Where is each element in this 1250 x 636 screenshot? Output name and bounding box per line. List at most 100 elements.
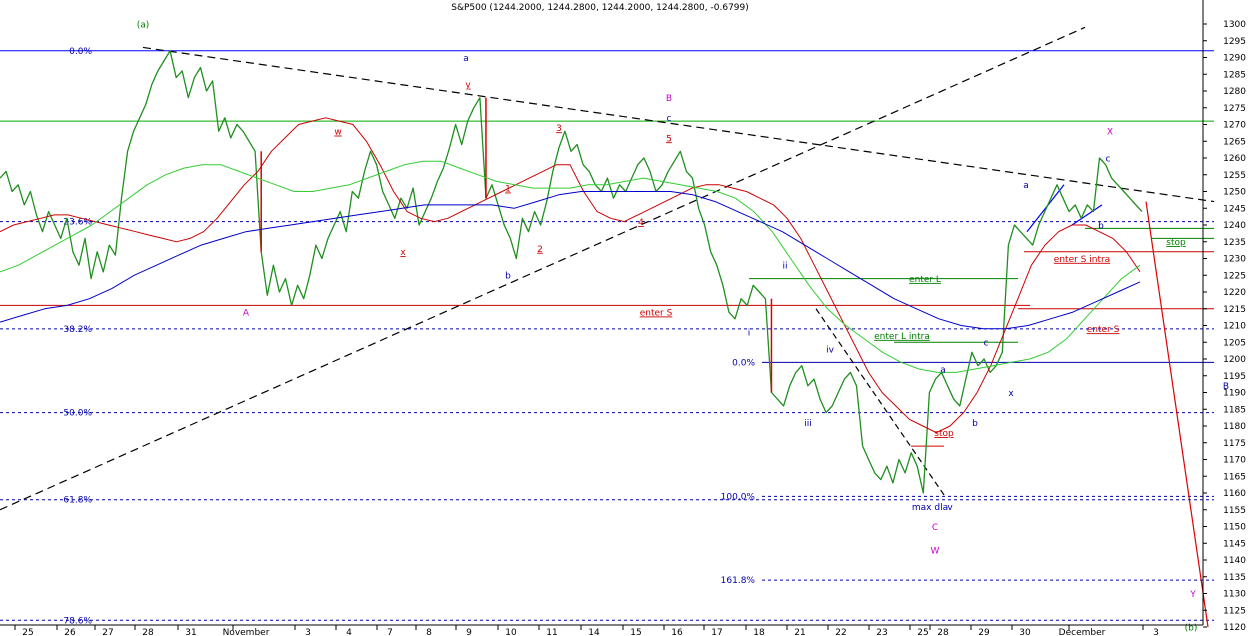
x-tick-label: 25 (22, 628, 33, 636)
wave-label: Y (1189, 590, 1196, 600)
y-tick-label: 1250 (1223, 188, 1246, 198)
y-tick-label: 1195 (1223, 372, 1246, 382)
series-layer (0, 50, 1143, 494)
trend-lines (0, 26, 1215, 628)
wave-label: enter S intra (1054, 255, 1110, 265)
wave-label: stop (934, 429, 954, 439)
wave-label: v (947, 503, 953, 513)
x-tick-label: 4 (346, 628, 352, 636)
trend-line (1026, 184, 1065, 233)
y-tick-label: 1185 (1223, 405, 1246, 415)
wave-label: (a) (137, 20, 150, 30)
wave-label: enter L intra (874, 332, 930, 342)
wave-label: a (463, 54, 469, 64)
fib-label-left: 61.8% (63, 496, 92, 506)
x-tick-label: 8 (426, 628, 432, 636)
wave-label: y (465, 81, 471, 91)
wave-label: enter L (909, 275, 941, 285)
y-tick-label: 1160 (1223, 489, 1246, 499)
y-tick-label: 1170 (1223, 456, 1246, 466)
y-tick-label: 1290 (1223, 54, 1246, 64)
y-tick-label: 1260 (1223, 154, 1246, 164)
wave-label: C (932, 523, 938, 533)
y-tick-label: 1275 (1223, 104, 1246, 114)
wave-label: enter S (640, 308, 673, 318)
y-tick-label: 1280 (1223, 87, 1246, 97)
series-price (0, 50, 1143, 494)
x-tick-label: 25 (917, 628, 928, 636)
x-tick-label: 28 (937, 628, 949, 636)
wave-label: b (505, 272, 511, 282)
trend-line (1071, 204, 1103, 226)
y-tick-label: 1265 (1223, 137, 1246, 147)
y-tick-label: 1225 (1223, 271, 1246, 281)
series-ma-red (0, 117, 1141, 434)
wave-label: x (400, 248, 406, 258)
x-tick-label: 21 (794, 628, 805, 636)
wave-label: 3 (556, 124, 562, 134)
fib-label-right: 161.8% (721, 576, 756, 586)
x-tick-label: 27 (102, 628, 113, 636)
wave-label: c (1106, 154, 1111, 164)
x-tick-label: December (1059, 628, 1106, 636)
wave-label: W (931, 546, 940, 556)
y-tick-label: 1125 (1223, 606, 1246, 616)
x-tick-label: 28 (142, 628, 154, 636)
x-tick-label: 11 (546, 628, 557, 636)
y-tick-label: 1165 (1223, 472, 1246, 482)
x-tick-label: 22 (835, 628, 846, 636)
x-tick-label: 30 (1019, 628, 1031, 636)
wave-label: iii (804, 419, 812, 429)
wave-label: X (1107, 128, 1113, 138)
y-tick-label: 1150 (1223, 523, 1246, 533)
x-tick-label: November (223, 628, 270, 636)
trend-line (0, 26, 1086, 511)
wave-label: max dla (912, 503, 948, 513)
x-tick-label: 15 (630, 628, 641, 636)
wave-label: (b) (1185, 623, 1198, 633)
wave-label: c (984, 339, 989, 349)
x-tick-label: 23 (876, 628, 887, 636)
x-tick-label: 29 (978, 628, 990, 636)
x-tick-label: 31 (185, 628, 196, 636)
x-tick-label: 7 (387, 628, 393, 636)
y-tick-label: 1210 (1223, 322, 1246, 332)
chart-title: S&P500 (1244.2000, 1244.2800, 1244.2000,… (451, 3, 749, 13)
y-tick-label: 1285 (1223, 70, 1246, 80)
y-tick-label: 1135 (1223, 573, 1246, 583)
fib-label-left: 50.0% (63, 409, 92, 419)
y-tick-label: 1155 (1223, 506, 1246, 516)
x-tick-label: 17 (711, 628, 722, 636)
x-tick-label: 9 (466, 628, 472, 636)
wave-label: i (748, 329, 751, 339)
y-tick-label: 1200 (1223, 355, 1246, 365)
y-tick-label: 1230 (1223, 255, 1246, 265)
horizontal-levels: 0.0% 23.6% 38.2% 50.0% 61.8% 78.6% 0.0% 100.0% 1… (0, 47, 1214, 626)
x-tick-label: 16 (671, 628, 683, 636)
trend-line (815, 308, 946, 497)
series-ma-blue (0, 191, 1141, 330)
y-tick-label: 1205 (1223, 338, 1246, 348)
fib-label-left: 0.0% (69, 47, 92, 57)
fib-label-left: 38.2% (63, 325, 92, 335)
y-tick-label: 1235 (1223, 238, 1246, 248)
wave-label: 1 (505, 185, 511, 195)
wave-label: a (1023, 181, 1029, 191)
wave-label: 4 (638, 218, 644, 228)
series-ma-green (0, 160, 1141, 373)
y-tick-label: 1145 (1223, 539, 1246, 549)
x-tick-label: 10 (505, 628, 517, 636)
y-tick-label: 1300 (1223, 20, 1246, 30)
y-tick-label: 1120 (1223, 623, 1246, 633)
fib-label-right: 100.0% (721, 492, 756, 502)
fib-label-right: 0.0% (732, 358, 755, 368)
y-tick-label: 1220 (1223, 288, 1246, 298)
wave-label: a (940, 365, 946, 375)
wave-label: b (1098, 221, 1104, 231)
trend-line (142, 46, 1215, 203)
y-tick-label: 1295 (1223, 37, 1246, 47)
wave-label: iv (826, 345, 835, 355)
